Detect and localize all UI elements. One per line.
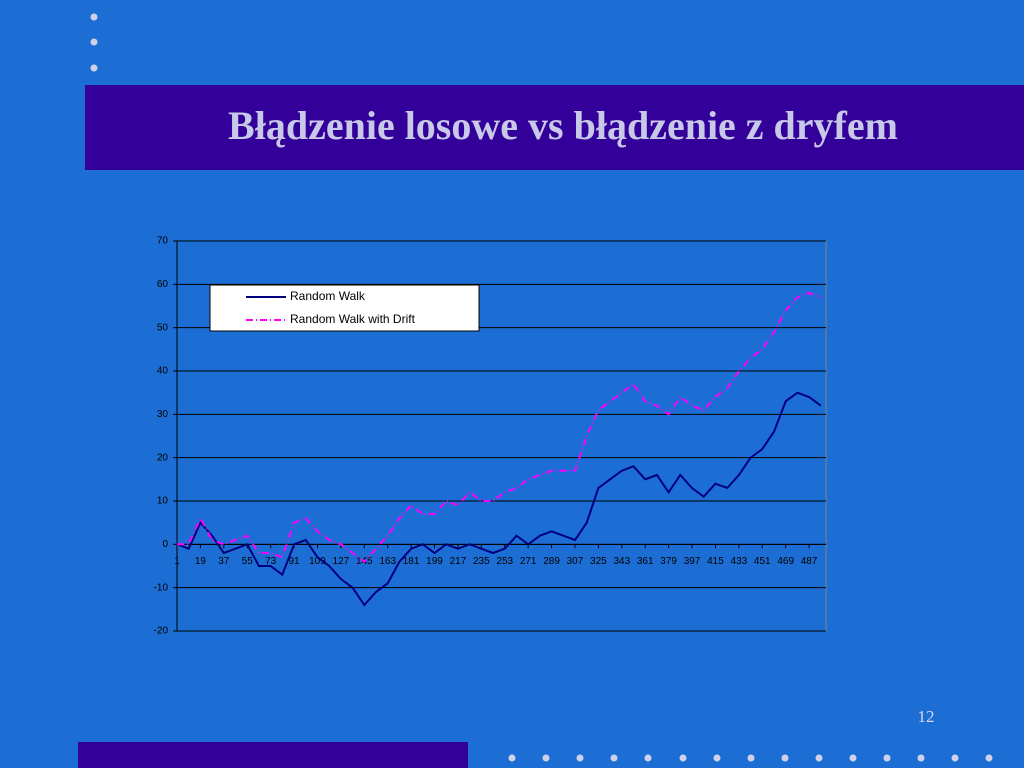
x-tick-label: 343 [613,556,630,567]
legend: Random Walk Random Walk with Drift [209,284,480,332]
series-line [177,291,822,564]
y-tick-label: -10 [154,582,169,593]
page-number: 12 [918,707,935,726]
x-tick-label: 19 [195,556,207,567]
x-tick-label: 37 [218,556,230,567]
x-tick-label: 451 [754,556,771,567]
y-tick-label: 70 [157,236,169,247]
x-tick-label: 271 [520,556,537,567]
legend-label: Random Walk with Drift [290,312,416,326]
x-tick-label: 109 [309,556,326,567]
x-tick-label: 361 [637,556,654,567]
x-tick-label: 433 [731,556,748,567]
legend-label: Random Walk [290,289,366,303]
y-tick-label: 10 [157,496,169,507]
title-bar [85,85,1024,170]
slide-title: Błądzenie losowe vs błądzenie z dryfem [228,103,898,148]
y-tick-label: 30 [157,409,169,420]
x-tick-label: 1 [174,556,180,567]
y-tick-label: 0 [162,539,168,550]
decor-dots [90,13,993,762]
x-tick-label: 127 [333,556,350,567]
y-tick-label: 40 [157,366,169,377]
x-tick-label: 217 [450,556,467,567]
x-tick-label: 397 [684,556,701,567]
x-tick-label: 199 [426,556,443,567]
x-tick-label: 379 [660,556,677,567]
x-tick-label: 55 [242,556,254,567]
x-tick-label: 253 [496,556,513,567]
x-tick-label: 289 [543,556,560,567]
y-tick-label: 20 [157,452,169,463]
x-tick-label: 415 [707,556,724,567]
x-tick-label: 163 [379,556,396,567]
x-tick-label: 469 [777,556,794,567]
y-tick-label: 50 [157,322,169,333]
x-tick-label: 181 [403,556,420,567]
x-tick-label: 487 [801,556,818,567]
x-tick-label: 307 [567,556,584,567]
footer-bar [78,742,468,768]
legend-box [209,284,480,332]
x-tick-label: 91 [288,556,300,567]
x-tick-label: 325 [590,556,607,567]
y-tick-label: 60 [157,279,169,290]
x-tick-label: 235 [473,556,490,567]
series-line [176,391,822,607]
y-tick-label: -20 [154,626,169,637]
x-tick-label: 73 [265,556,277,567]
